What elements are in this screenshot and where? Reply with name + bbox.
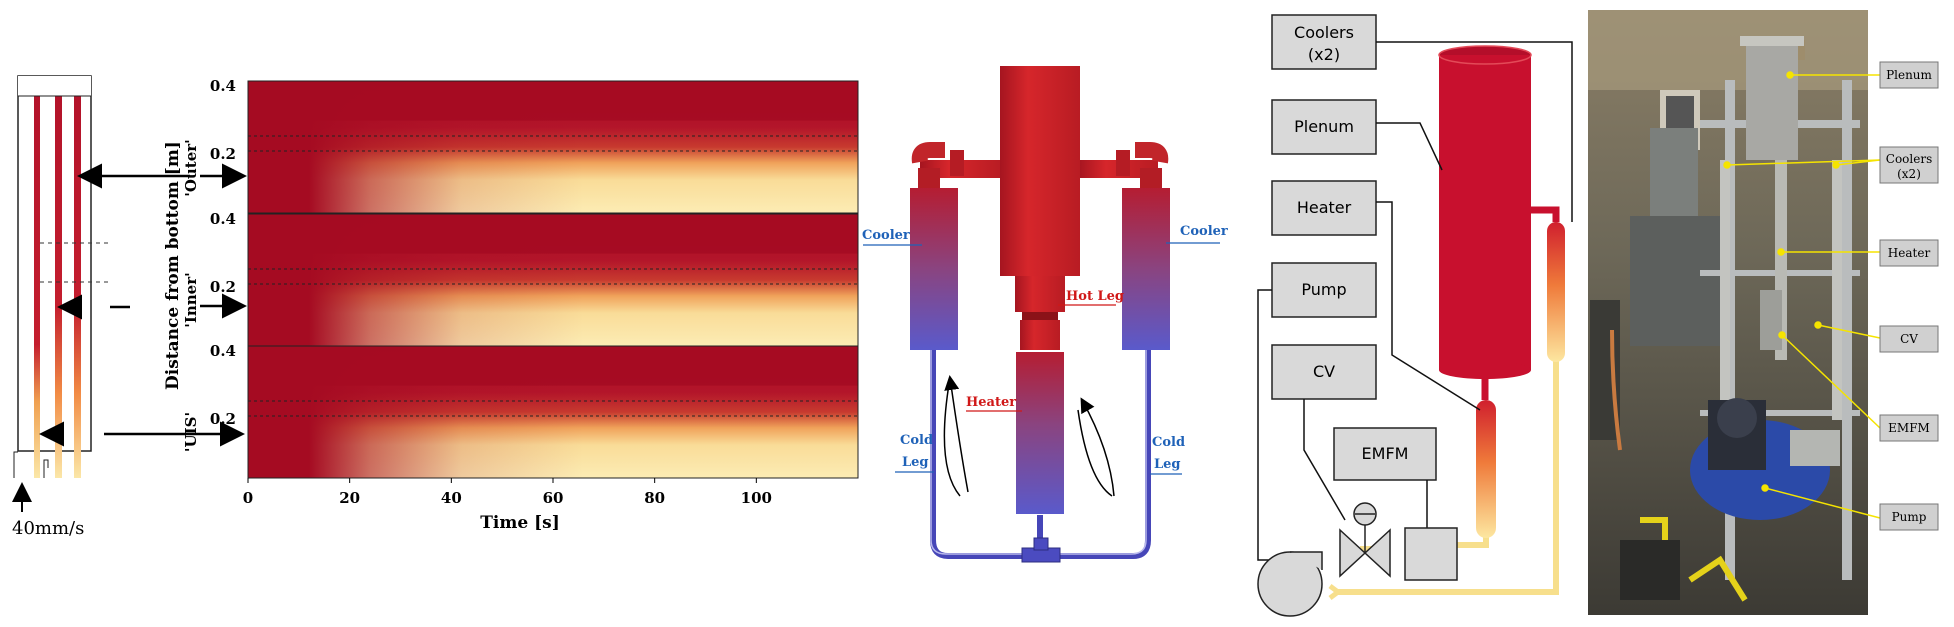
- cooler-tank: [1547, 222, 1565, 362]
- label-cold-leg-left-2: Leg: [902, 455, 929, 470]
- box-emfm: [1333, 427, 1437, 481]
- photo-label-coolers-text-2: (x2): [1897, 167, 1921, 181]
- x-tick-label: 60: [543, 489, 564, 507]
- y-tick-label: 0.2: [210, 278, 236, 296]
- emfm-label: EMFM: [1362, 444, 1409, 463]
- row-label-1: 'Outer': [182, 139, 200, 197]
- coolers-label-2: (x2): [1308, 45, 1340, 64]
- photo-label-cv-text: CV: [1900, 332, 1918, 346]
- row-label-2: 'Inner': [182, 272, 200, 327]
- photo-label-emfm: [1879, 414, 1939, 442]
- photo-label-cv: [1879, 325, 1939, 353]
- cooler-left: [910, 188, 958, 350]
- inlet-velocity-label: 40mm/s: [12, 518, 84, 539]
- x-axis-label: Time [s]: [480, 513, 560, 533]
- box-cv: [1271, 344, 1377, 400]
- plenum-vessel: [1000, 66, 1080, 276]
- y-tick-label: 0.4: [210, 342, 236, 360]
- x-tick-label: 0: [243, 489, 253, 507]
- cv-label: CV: [1313, 362, 1335, 381]
- photo-label-heater-text: Heater: [1888, 246, 1931, 260]
- pump-symbol: [1257, 551, 1323, 617]
- box-plenum: [1271, 99, 1377, 155]
- panel-d: Coolers (x2) Plenum Heater Pump CV EMFM: [1257, 14, 1573, 617]
- control-valve: [1339, 502, 1391, 578]
- x-tick-label: 80: [644, 489, 665, 507]
- bar-1: [34, 96, 40, 478]
- panel-c: Cooler Cooler Hot Leg Heater Cold Leg Co…: [862, 66, 1228, 563]
- row-label-3: 'UIS': [182, 412, 200, 452]
- plenum-tank: [1439, 55, 1531, 370]
- y-axis-label: Distance from bottom [m]: [163, 141, 183, 390]
- heater-label: Heater: [1297, 198, 1352, 217]
- cooler-right: [1122, 188, 1170, 350]
- coolers-label-1: Coolers: [1294, 23, 1354, 42]
- photo-label-pump: [1879, 503, 1939, 531]
- label-cooler-left: Cooler: [862, 228, 910, 243]
- photo-label-coolers: [1879, 146, 1939, 184]
- box-coolers: [1271, 14, 1377, 70]
- photo-label-plenum: [1879, 61, 1939, 89]
- label-cold-leg-right-2: Leg: [1154, 457, 1181, 472]
- panel-e: Plenum Coolers (x2) Heater CV EMFM Pump: [1588, 10, 1939, 615]
- heatmap-row-1: [247, 80, 859, 214]
- x-tick-label: 100: [741, 489, 772, 507]
- box-heater: [1271, 180, 1377, 236]
- photo-label-heater: [1879, 239, 1939, 267]
- photo-label-emfm-text: EMFM: [1888, 421, 1930, 435]
- x-tick-label: 40: [441, 489, 462, 507]
- x-tick-label: 20: [339, 489, 360, 507]
- y-tick-label: 0.4: [210, 210, 236, 228]
- photo-label-pump-text: Pump: [1892, 510, 1927, 524]
- box-pump: [1271, 262, 1377, 318]
- heater-vessel: [1016, 352, 1064, 514]
- bar-2: [55, 96, 62, 478]
- heater-tank: [1476, 400, 1496, 538]
- panel-a: 40mm/s: [11, 75, 247, 539]
- label-hot-leg: Hot Leg: [1066, 289, 1124, 304]
- pump-label: Pump: [1301, 280, 1346, 299]
- plenum-label: Plenum: [1294, 117, 1354, 136]
- bar-3: [74, 96, 81, 478]
- photo-label-coolers-text-1: Coolers: [1886, 152, 1932, 166]
- y-tick-label: 0.2: [210, 410, 236, 428]
- label-cold-leg-left-1: Cold: [900, 433, 933, 448]
- y-tick-label: 0.4: [210, 77, 236, 95]
- label-cooler-right: Cooler: [1180, 224, 1228, 239]
- y-tick-label: 0.2: [210, 145, 236, 163]
- heatmap-row-3: [247, 345, 859, 479]
- emfm-body: [1404, 527, 1458, 581]
- heatmap-row-2: [247, 213, 859, 347]
- photo-label-plenum-text: Plenum: [1886, 68, 1932, 82]
- label-heater: Heater: [966, 395, 1016, 410]
- label-cold-leg-right-1: Cold: [1152, 435, 1185, 450]
- panel-b: Distance from bottom [m] Time [s] 0 20 40 6…: [163, 77, 859, 533]
